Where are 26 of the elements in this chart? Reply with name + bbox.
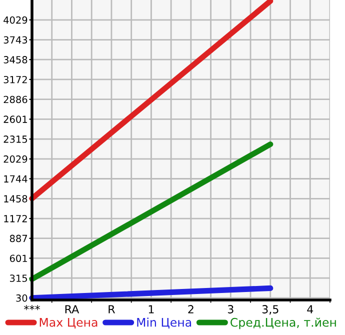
- x-tick-label: 2: [188, 305, 194, 314]
- x-tick-label: 3: [228, 305, 234, 314]
- y-tick-label: 315: [10, 274, 27, 282]
- y-tick-label: 3743: [4, 36, 28, 44]
- y-tick-label: 1172: [4, 214, 27, 222]
- legend-label: Min Цена: [137, 318, 192, 328]
- legend-label: Сред.Цена, т.йен: [230, 318, 336, 330]
- y-tick-label: 1744: [4, 175, 28, 182]
- y-tick-label: 2886: [4, 96, 28, 104]
- y-tick-label: 2315: [4, 136, 27, 143]
- legend-label: Max Цена: [40, 318, 98, 328]
- x-tick-label: ***: [24, 305, 40, 310]
- y-tick-label: 2601: [4, 116, 27, 123]
- y-tick-label: 3172: [4, 76, 27, 84]
- x-tick-label: 1: [148, 305, 154, 314]
- x-tick-label: 3,5: [262, 305, 278, 315]
- x-tick-label: R: [108, 305, 116, 314]
- x-tick-label: 4: [307, 305, 314, 314]
- y-tick-label: 601: [10, 254, 27, 262]
- y-tick-label: 887: [10, 234, 27, 242]
- y-tick-label: 30: [16, 294, 28, 302]
- y-tick-label: 4029: [4, 16, 28, 24]
- y-tick-label: 2029: [4, 155, 28, 163]
- y-tick-label: 3458: [4, 56, 28, 64]
- y-tick-label: 1458: [4, 195, 28, 202]
- x-tick-label: RA: [65, 305, 80, 314]
